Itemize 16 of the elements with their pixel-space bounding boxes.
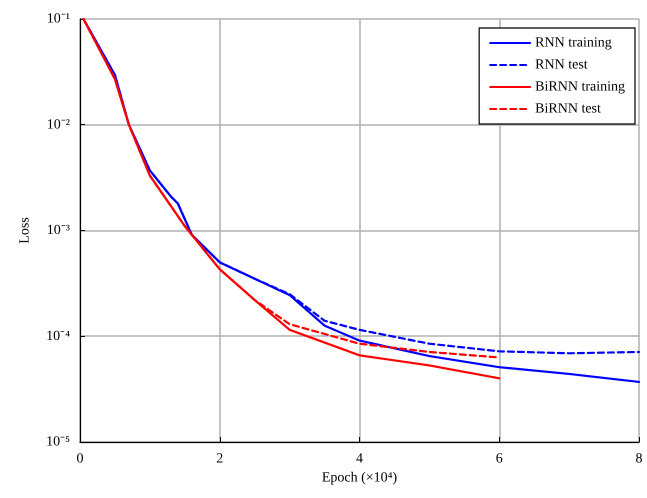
y-axis-title: Loss	[18, 217, 32, 244]
x-tick-label: 6	[496, 452, 503, 466]
y-tick-label: 10⁻³	[46, 223, 70, 238]
x-tick-label: 4	[356, 452, 363, 466]
y-tick-label: 10⁻²	[46, 117, 70, 132]
y-tick-label: 10⁻⁵	[46, 434, 70, 450]
legend-label: BiRNN training	[535, 80, 626, 94]
legend-label: RNN training	[535, 36, 612, 50]
y-tick-label: 10⁻¹	[46, 12, 70, 26]
x-tick-label: 8	[636, 452, 642, 466]
x-tick-label: 0	[76, 452, 84, 466]
legend-label: BiRNN test	[535, 102, 602, 116]
x-axis-title: Epoch (×10⁴)	[322, 470, 398, 486]
y-tick-label: 10⁻⁴	[46, 328, 70, 344]
legend-label: RNN test	[535, 58, 588, 72]
x-tick-label: 2	[216, 452, 224, 466]
